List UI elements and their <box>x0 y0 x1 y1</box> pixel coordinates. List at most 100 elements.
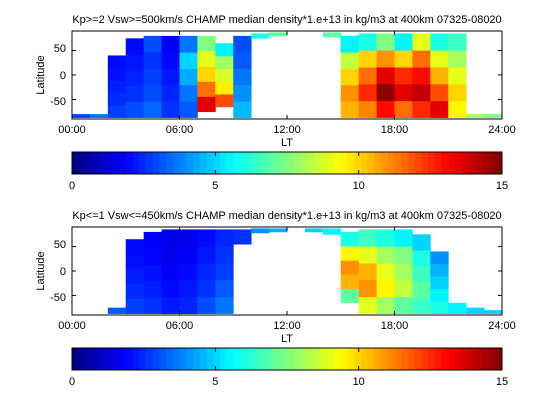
panel-2-xtick-1800: 18:00 <box>381 320 409 332</box>
panel-2-cell <box>340 246 360 261</box>
panel-2-ylabel: Latitude <box>35 251 47 290</box>
colorbar-1-swatch <box>199 152 207 174</box>
panel-1-cell <box>394 50 413 68</box>
panel-1-cell <box>412 33 431 51</box>
panel-1-cell <box>143 35 162 53</box>
panel-1-cell <box>161 68 180 86</box>
colorbar-1-swatch <box>132 152 140 174</box>
panel-2-cell <box>179 263 198 281</box>
panel-1-cell <box>125 85 145 103</box>
panel-2-cell <box>161 279 180 298</box>
colorbar-2-swatch <box>78 348 86 370</box>
colorbar-2-swatch <box>475 348 483 370</box>
panel-1-cell <box>358 50 377 68</box>
panel-2-cell <box>412 297 431 314</box>
colorbar-1-swatch <box>381 152 389 174</box>
colorbar-1-tick-15: 15 <box>496 180 508 192</box>
panel-1-cell <box>215 43 234 57</box>
panel-1-cell <box>448 50 467 68</box>
panel-1-cell <box>376 83 395 102</box>
panel-1-xtick-0000: 00:00 <box>58 124 86 136</box>
colorbar-2-swatch <box>226 348 234 370</box>
panel-1-cell <box>161 35 180 53</box>
panel-1-cell <box>125 70 145 87</box>
colorbar-1-swatch <box>374 152 382 174</box>
colorbar-1-swatch <box>307 152 315 174</box>
colorbar-1-swatch <box>394 152 402 174</box>
colorbar-2-swatch <box>287 348 295 370</box>
panel-1: Kp>=2 Vsw>=500km/s CHAMP median density*… <box>35 14 516 149</box>
colorbar-2-swatch <box>179 348 187 370</box>
panel-1-heatmap <box>72 32 503 118</box>
colorbar-1-swatch <box>414 152 422 174</box>
colorbar-2-swatch <box>112 348 120 370</box>
panel-1-cell <box>197 66 216 82</box>
colorbar-1-swatch <box>434 152 442 174</box>
colorbar-2-tick-0: 0 <box>69 376 75 388</box>
colorbar-2-swatch <box>374 348 382 370</box>
panel-1-cell <box>430 83 449 102</box>
colorbar-1-tick-5: 5 <box>212 180 218 192</box>
panel-2-cell <box>215 246 234 264</box>
colorbar-2-swatch <box>206 348 214 370</box>
panel-1-cell <box>430 33 449 51</box>
colorbar-1-ticks <box>71 152 503 174</box>
panel-2-cell <box>125 239 145 255</box>
panel-1-cell <box>197 96 216 113</box>
panel-1-cell <box>394 83 413 102</box>
colorbar-1-swatch <box>468 152 476 174</box>
colorbar-1-swatch <box>159 152 167 174</box>
panel-1-title: Kp>=2 Vsw>=500km/s CHAMP median density*… <box>72 14 501 26</box>
colorbar-1-swatch <box>354 152 362 174</box>
colorbar-1-swatch <box>219 152 227 174</box>
colorbar-1: 0 5 10 15 <box>69 151 508 192</box>
panel-2-cell <box>143 264 162 282</box>
panel-2-cell <box>358 296 377 314</box>
colorbar-2-swatch <box>233 348 241 370</box>
colorbar-2-swatch <box>260 348 268 370</box>
panel-1-cell <box>215 68 234 82</box>
colorbar-2-swatch <box>387 348 395 370</box>
panel-1-cell <box>376 100 395 118</box>
colorbar-1-swatch <box>428 152 436 174</box>
colorbar-1-swatch <box>105 152 113 174</box>
colorbar-1-swatch <box>85 152 93 174</box>
panel-1-cell <box>358 33 377 51</box>
colorbar-2-swatch <box>293 348 301 370</box>
panel-1-cell <box>376 67 395 85</box>
panel-1-cell <box>394 100 413 118</box>
colorbar-2-swatch <box>360 348 369 370</box>
panel-2-cell <box>179 229 198 247</box>
colorbar-1-swatch <box>226 152 234 174</box>
panel-2-cell <box>197 296 216 314</box>
colorbar-2-swatch <box>145 348 154 370</box>
colorbar-1-swatch <box>421 152 429 174</box>
colorbar-2-tick-10: 10 <box>353 376 365 388</box>
colorbar-1-swatch <box>387 152 395 174</box>
panel-1-cell <box>143 101 162 118</box>
colorbar-1-swatch <box>246 152 254 174</box>
panel-1-cell <box>197 51 216 67</box>
panel-2-heatmap <box>107 228 503 314</box>
panel-1-cell <box>251 33 270 39</box>
panel-2-cell <box>269 228 288 233</box>
panel-1-ytick-50: 50 <box>54 43 66 55</box>
colorbar-2-swatch <box>340 348 348 370</box>
panel-2-cell <box>215 296 234 314</box>
panel-1-cell <box>72 114 91 118</box>
panel-2-cell <box>376 229 395 247</box>
colorbar-1-swatch <box>475 152 483 174</box>
panel-1-cell <box>484 114 503 118</box>
colorbar-1-swatch <box>367 152 375 174</box>
panel-2: Kp<=1 Vsw<=450km/s CHAMP median density*… <box>35 210 516 345</box>
panel-2-cell <box>358 229 377 247</box>
panel-1-xtick-2400: 24:00 <box>488 124 516 136</box>
panel-1-cell <box>125 54 145 71</box>
panel-2-cell <box>394 279 413 298</box>
colorbar-1-swatch <box>166 152 174 174</box>
colorbar-2-swatch <box>495 348 503 370</box>
panel-1-cell <box>448 67 467 85</box>
panel-1-cell <box>233 84 252 102</box>
panel-1-cell <box>394 67 413 85</box>
panel-1-cell <box>233 52 252 69</box>
